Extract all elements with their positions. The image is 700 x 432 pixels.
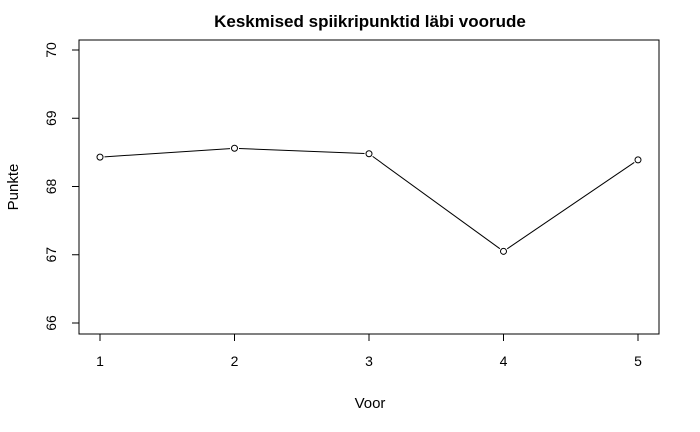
series-layer bbox=[96, 144, 642, 255]
y-tick-label: 70 bbox=[43, 42, 59, 58]
chart-title: Keskmised spiikripunktid läbi voorude bbox=[214, 12, 526, 31]
y-tick-label: 66 bbox=[43, 315, 59, 331]
y-tick-label: 69 bbox=[43, 110, 59, 126]
data-point bbox=[365, 150, 373, 158]
x-tick-label: 2 bbox=[231, 353, 239, 369]
y-tick-label: 68 bbox=[43, 179, 59, 195]
y-axis-label: Punkte bbox=[5, 164, 22, 211]
x-tick-label: 4 bbox=[500, 353, 508, 369]
data-point bbox=[634, 156, 642, 164]
series-line-segment bbox=[372, 155, 501, 250]
data-point bbox=[231, 144, 238, 152]
series-line-segment bbox=[238, 147, 365, 155]
plot-frame bbox=[78, 39, 660, 335]
x-axis-label: Voor bbox=[355, 395, 386, 412]
y-axis: 66 67 68 69 70 bbox=[43, 42, 80, 331]
x-axis: 1 2 3 4 5 bbox=[96, 333, 642, 369]
y-tick-label: 67 bbox=[43, 247, 59, 263]
series-line-segment bbox=[506, 161, 635, 250]
data-point bbox=[96, 153, 104, 161]
data-point bbox=[500, 247, 507, 255]
x-tick-label: 3 bbox=[365, 353, 373, 369]
x-tick-label: 1 bbox=[96, 353, 104, 369]
x-tick-label: 5 bbox=[634, 353, 642, 369]
series-line-segment bbox=[104, 148, 231, 158]
